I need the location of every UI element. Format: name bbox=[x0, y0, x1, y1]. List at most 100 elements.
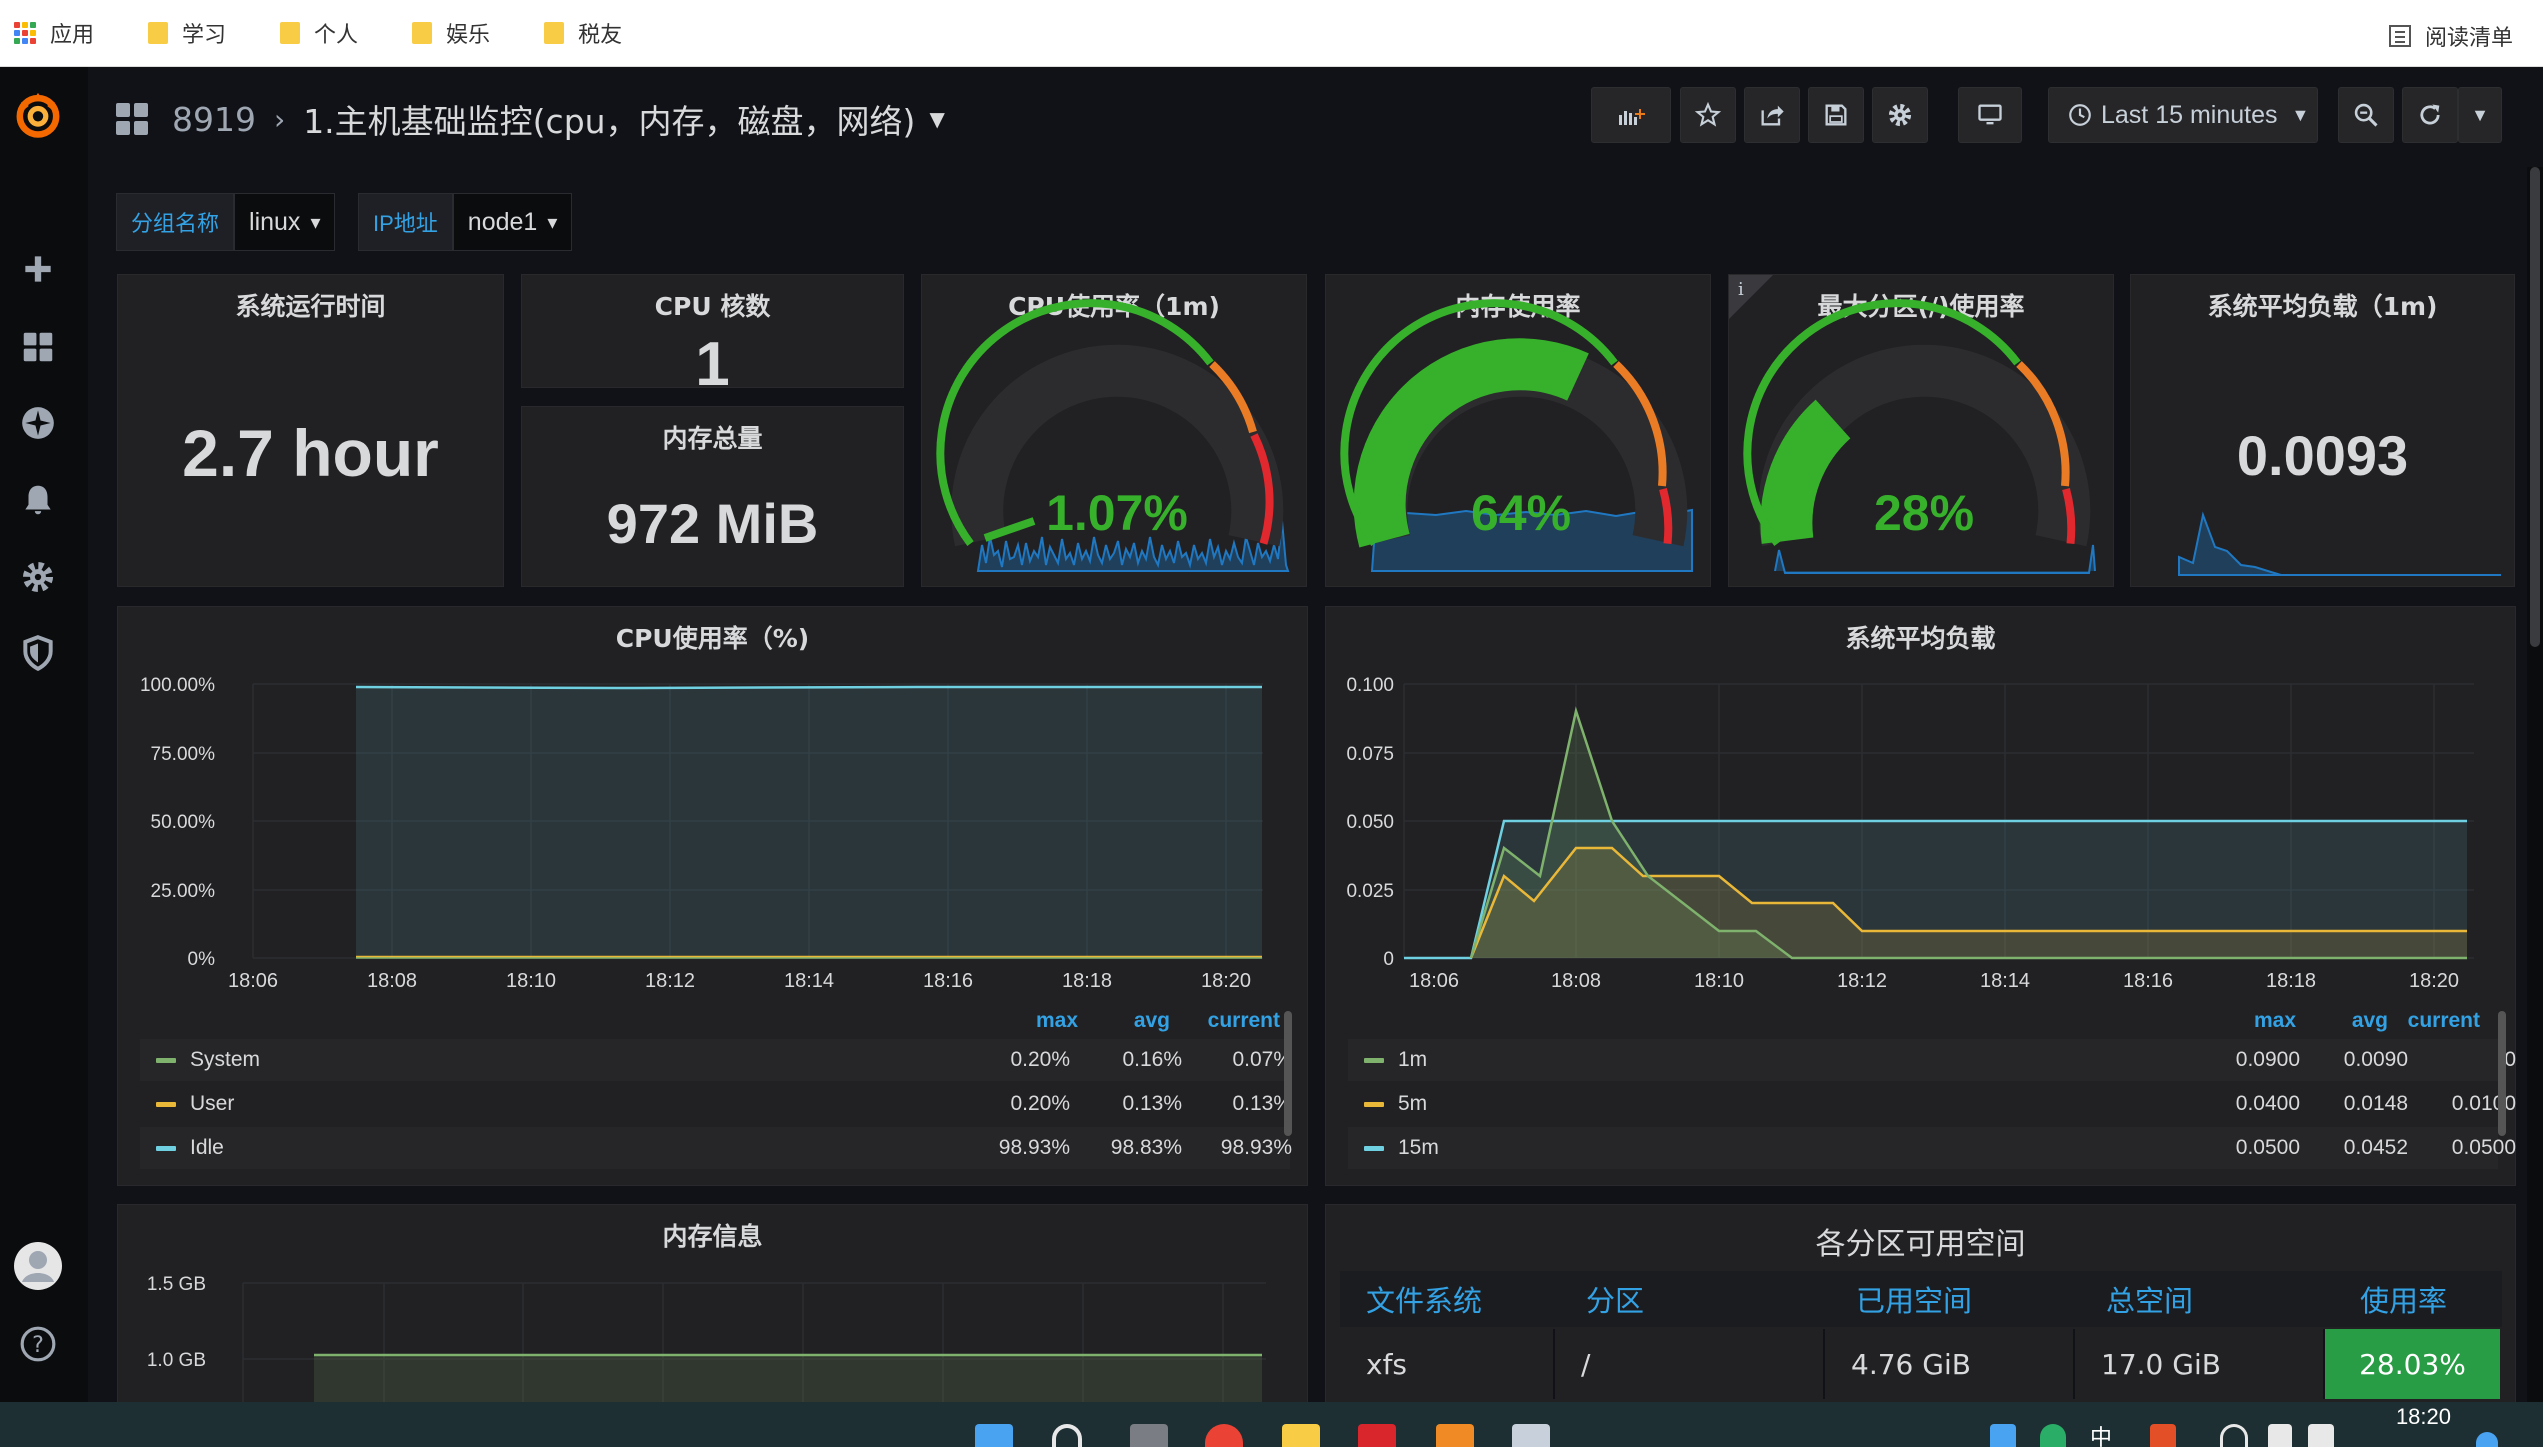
task-view-icon[interactable] bbox=[1130, 1424, 1168, 1447]
variable-group[interactable]: 分组名称 linux bbox=[116, 193, 336, 251]
legend-header-max[interactable]: max bbox=[1035, 1009, 1078, 1032]
time-range-picker[interactable]: Last 15 minutes ▼ bbox=[2048, 87, 2318, 143]
apps-shortcut[interactable]: 应用 bbox=[14, 17, 94, 49]
tray-icon[interactable] bbox=[2150, 1424, 2176, 1447]
legend-header-avg[interactable]: avg bbox=[1133, 1009, 1170, 1032]
panel-mem-total[interactable]: 内存总量 972 MiB bbox=[521, 406, 904, 587]
avatar[interactable] bbox=[14, 1242, 62, 1290]
panel-mem-info[interactable]: 内存信息 1.5 GB 1.0 GB bbox=[117, 1204, 1308, 1405]
gear-icon[interactable] bbox=[18, 557, 58, 597]
page-scrollbar-thumb[interactable] bbox=[2530, 167, 2540, 647]
info-corner[interactable] bbox=[1729, 275, 1773, 319]
battery-icon[interactable] bbox=[2308, 1424, 2334, 1447]
star-button[interactable] bbox=[1680, 87, 1736, 143]
help-icon[interactable]: ? bbox=[18, 1324, 58, 1364]
series-15m-line bbox=[1404, 819, 2467, 960]
dashboards-icon[interactable] bbox=[18, 327, 58, 367]
x-axis-labels: 18:06 18:08 18:10 18:12 18:14 18:16 18:1… bbox=[1409, 970, 2459, 992]
bookmark-folder[interactable]: 税友 bbox=[544, 17, 622, 49]
tray-icon[interactable] bbox=[1990, 1424, 2016, 1447]
cpu-gauge: 1.07% bbox=[936, 299, 1290, 572]
legend-header-current[interactable]: current bbox=[2407, 1009, 2480, 1032]
legend-scrollbar[interactable] bbox=[1284, 1011, 1292, 1136]
x-tick: 18:16 bbox=[923, 970, 973, 992]
gear-icon bbox=[1888, 103, 1912, 127]
folder-icon bbox=[280, 22, 301, 44]
wifi-icon[interactable] bbox=[2220, 1424, 2248, 1447]
header-used[interactable]: 已用空间 bbox=[1856, 1284, 1973, 1318]
notification-icon[interactable] bbox=[2476, 1432, 2498, 1447]
app-icon[interactable] bbox=[1436, 1424, 1474, 1447]
folder-name[interactable]: 8919 bbox=[172, 99, 256, 139]
series-name: 15m bbox=[1398, 1136, 1439, 1159]
legend-max: 0.0900 bbox=[2235, 1048, 2300, 1071]
bookmark-folder[interactable]: 学习 bbox=[148, 17, 226, 49]
bookmark-folder[interactable]: 个人 bbox=[280, 17, 358, 49]
zoom-out-button[interactable] bbox=[2338, 87, 2394, 143]
panel-cpu-cores[interactable]: CPU 核数 1 bbox=[521, 274, 904, 399]
wechat-icon[interactable] bbox=[2040, 1424, 2066, 1447]
grafana-logo-icon[interactable] bbox=[12, 89, 64, 141]
chrome-icon[interactable] bbox=[1205, 1424, 1243, 1447]
shield-icon[interactable] bbox=[18, 633, 58, 673]
x-tick: 18:06 bbox=[1409, 970, 1459, 992]
page-scrollbar[interactable] bbox=[2527, 167, 2543, 1402]
refresh-button[interactable] bbox=[2402, 87, 2458, 143]
save-icon bbox=[1825, 104, 1847, 126]
variable-ip[interactable]: IP地址 node1 bbox=[358, 193, 573, 251]
header-fs[interactable]: 文件系统 bbox=[1366, 1284, 1483, 1318]
share-button[interactable] bbox=[1744, 87, 1800, 143]
header-mount[interactable]: 分区 bbox=[1586, 1284, 1645, 1318]
legend-scrollbar[interactable] bbox=[2498, 1011, 2506, 1136]
file-explorer-icon[interactable] bbox=[1282, 1424, 1320, 1447]
windows-start-icon[interactable] bbox=[975, 1424, 1013, 1447]
header-usage[interactable]: 使用率 bbox=[2360, 1284, 2448, 1318]
panel-cpu-graph[interactable]: CPU使用率（%) 100.00% 75.00% 50.00% 25.00% 0… bbox=[117, 606, 1308, 1186]
panel-disk-usage[interactable]: i 最大分区(/)使用率 28% bbox=[1728, 274, 2114, 587]
legend-header-current[interactable]: current bbox=[1207, 1009, 1280, 1032]
panel-uptime[interactable]: 系统运行时间 2.7 hour bbox=[117, 274, 504, 587]
taskbar-clock[interactable]: 18:20 bbox=[2395, 1404, 2451, 1429]
legend-row[interactable]: Idle 98.93% 98.83% 98.93% bbox=[140, 1127, 1292, 1169]
y-tick: 0.025 bbox=[1346, 881, 1394, 902]
add-panel-button[interactable] bbox=[1591, 87, 1671, 143]
legend-row[interactable]: 15m 0.0500 0.0452 0.0500 bbox=[1348, 1127, 2516, 1169]
panel-load-graph[interactable]: 系统平均负载 0.100 0.075 0.050 0.025 0 18:06 1… bbox=[1325, 606, 2516, 1186]
reading-list-button[interactable]: 阅读清单 bbox=[2388, 20, 2513, 52]
settings-button[interactable] bbox=[1872, 87, 1928, 143]
panel-mem-usage[interactable]: 内存使用率 64% bbox=[1325, 274, 1711, 587]
x-tick: 18:10 bbox=[506, 970, 556, 992]
legend-row[interactable]: 5m 0.0400 0.0148 0.0100 bbox=[1348, 1083, 2516, 1125]
variable-dropdown[interactable]: linux bbox=[234, 193, 336, 251]
variable-dropdown[interactable]: node1 bbox=[452, 193, 573, 251]
series-swatch bbox=[156, 1057, 176, 1063]
panel-disk-table[interactable]: 各分区可用空间 文件系统 分区 已用空间 总空间 使用率 xfs / 4.76 … bbox=[1325, 1204, 2516, 1404]
legend-header-avg[interactable]: avg bbox=[2351, 1009, 2388, 1032]
legend-header-max[interactable]: max bbox=[2253, 1009, 2296, 1032]
cell-total: 17.0 GiB bbox=[2075, 1329, 2325, 1399]
ime-indicator[interactable]: 中 bbox=[2090, 1426, 2113, 1447]
x-tick: 18:12 bbox=[1837, 970, 1887, 992]
legend-row[interactable]: 1m 0.0900 0.0090 0 bbox=[1348, 1039, 2516, 1081]
panel-cpu-usage[interactable]: CPU使用率（1m) 1.07% bbox=[921, 274, 1307, 587]
folder-icon bbox=[148, 22, 169, 44]
legend-row[interactable]: System 0.20% 0.16% 0.07% bbox=[140, 1039, 1292, 1081]
panel-load-avg[interactable]: 系统平均负载（1m) 0.0093 bbox=[2130, 274, 2515, 587]
notepad-icon[interactable] bbox=[1512, 1424, 1550, 1447]
plus-icon[interactable] bbox=[18, 249, 58, 289]
legend-row[interactable]: User 0.20% 0.13% 0.13% bbox=[140, 1083, 1292, 1125]
dashboard-title[interactable]: 1.主机基础监控(cpu，内存，磁盘，网络) bbox=[303, 102, 916, 141]
search-icon[interactable] bbox=[1052, 1424, 1082, 1447]
bookmark-folder[interactable]: 娱乐 bbox=[412, 17, 490, 49]
volume-icon[interactable] bbox=[2268, 1424, 2292, 1447]
series-name: User bbox=[190, 1092, 235, 1115]
bell-icon[interactable] bbox=[18, 480, 58, 520]
dashboard-title-bar[interactable]: 8919 › 1.主机基础监控(cpu，内存，磁盘，网络) ▼ bbox=[116, 95, 945, 143]
save-button[interactable] bbox=[1808, 87, 1864, 143]
explore-icon[interactable] bbox=[18, 403, 58, 443]
xmind-icon[interactable] bbox=[1358, 1424, 1396, 1447]
cycle-view-mode-button[interactable] bbox=[1958, 87, 2022, 143]
caret-down-icon: ▼ bbox=[2471, 104, 2489, 125]
header-total[interactable]: 总空间 bbox=[2106, 1284, 2194, 1318]
refresh-interval-dropdown[interactable]: ▼ bbox=[2458, 87, 2502, 143]
